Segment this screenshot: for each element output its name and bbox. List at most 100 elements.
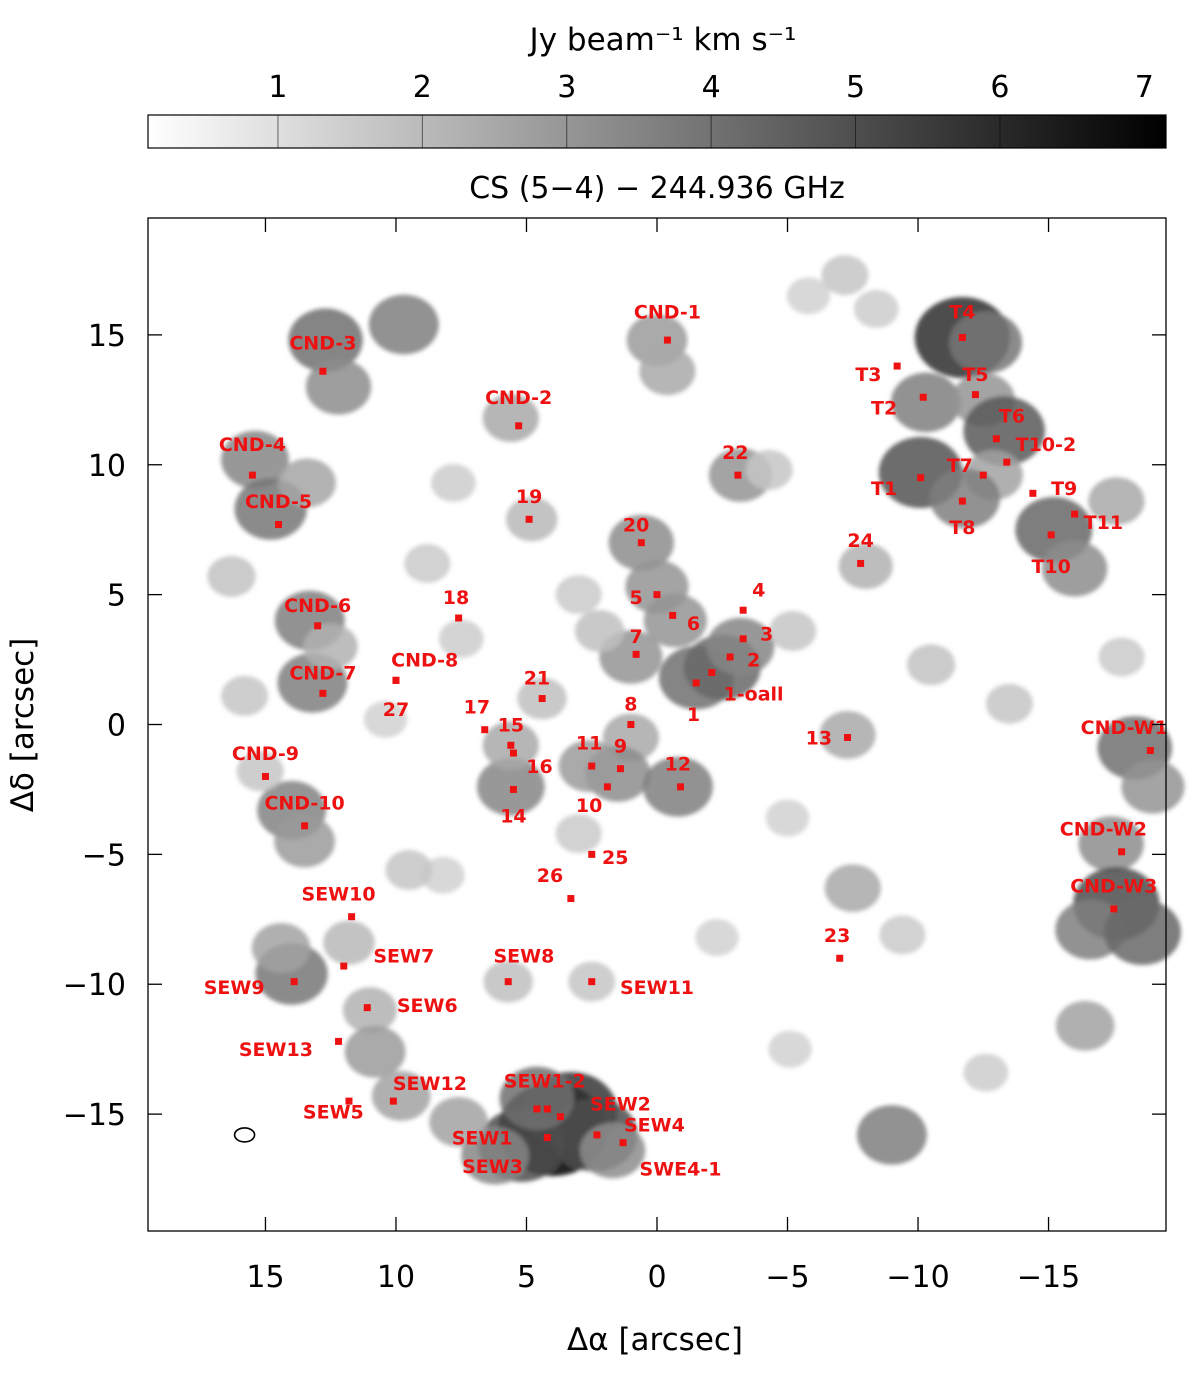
source-marker-cnd-w3 (1110, 905, 1118, 913)
source-marker-sew9 (290, 978, 298, 986)
source-marker-t11 (1071, 510, 1079, 518)
source-marker-27 (392, 676, 400, 684)
y-tick-labels: 15 10 5 0 −5 −10 −15 (63, 319, 126, 1133)
source-marker-19 (525, 515, 533, 523)
emission-blob-77 (765, 799, 810, 837)
source-label-sew1-2: SEW1-2 (504, 1070, 586, 1092)
source-marker-20 (637, 539, 645, 547)
colorbar-tick-label: 3 (557, 70, 576, 105)
source-label-sew4: SEW4 (624, 1115, 685, 1137)
emission-blob-67 (824, 864, 881, 912)
x-tick-label: −15 (1017, 1260, 1080, 1295)
emission-blob-83 (207, 555, 256, 597)
source-label-sew1: SEW1 (452, 1127, 513, 1149)
emission-blob-64 (461, 1126, 530, 1185)
x-tick-label: 15 (246, 1260, 284, 1295)
emission-blob-91 (745, 450, 793, 490)
source-marker-t7 (979, 471, 987, 479)
y-tick-label: 15 (88, 319, 126, 354)
emission-blob-43 (1088, 477, 1145, 525)
source-marker-sew11 (588, 978, 596, 986)
source-label-t5: T5 (962, 364, 988, 386)
source-label-t10: T10 (1031, 556, 1070, 578)
source-marker-t8 (958, 497, 966, 505)
source-marker-sew6 (363, 1004, 371, 1012)
source-marker-cnd-1 (663, 336, 671, 344)
source-label-cnd-9: CND-9 (232, 743, 299, 765)
y-tick-label: 5 (107, 579, 126, 614)
source-label-cnd-3: CND-3 (289, 333, 356, 355)
emission-blob-92 (768, 1030, 812, 1068)
emission-blob-78 (879, 915, 926, 955)
x-tick-label: 0 (647, 1260, 666, 1295)
source-marker-t10-2 (1003, 458, 1011, 466)
emission-blob-70 (404, 544, 451, 583)
source-label-t6: T6 (999, 405, 1025, 427)
source-marker-sew1-2 (543, 1105, 551, 1113)
source-label-cnd-w1: CND-W1 (1081, 717, 1168, 739)
source-marker-16 (509, 749, 517, 757)
source-label-1-oall: 1-oall (724, 683, 784, 705)
source-label-16: 16 (526, 756, 552, 778)
source-marker-3 (739, 635, 747, 643)
emission-blob-46 (1078, 816, 1144, 872)
source-marker-10 (603, 783, 611, 791)
emission-blob-42 (838, 543, 893, 589)
source-marker-1-oall (708, 669, 716, 677)
y-tick-label: −5 (82, 838, 126, 873)
y-axis-label: Δδ [arcsec] (5, 638, 41, 813)
source-label-11: 11 (576, 733, 602, 755)
source-label-t10-2: T10-2 (1016, 434, 1077, 456)
x-tick-label: −10 (886, 1260, 949, 1295)
plot-area: CND-1 CND-2 CND-3 CND-4 CND-5 CND-6 CND-7 CND-8… (63, 217, 1185, 1295)
source-label-t11: T11 (1084, 512, 1123, 534)
source-marker-21 (538, 695, 546, 703)
emission-blob-8 (303, 623, 358, 670)
source-marker-t5 (971, 391, 979, 399)
colorbar-tick-label: 2 (413, 70, 432, 105)
source-marker-t10 (1047, 531, 1055, 539)
emission-blob-2 (368, 294, 439, 355)
source-marker-23 (836, 954, 844, 962)
source-marker-sew2 (556, 1113, 564, 1121)
emission-blob-45 (1121, 760, 1185, 814)
emission-blob-11 (236, 751, 284, 792)
source-label-sew10: SEW10 (302, 883, 376, 905)
source-marker-26 (567, 895, 575, 903)
source-label-sew3: SEW3 (462, 1156, 523, 1178)
emission-blob-80 (695, 919, 739, 956)
source-marker-sew5 (345, 1097, 353, 1105)
emission-blob-33 (949, 311, 1023, 374)
source-label-t8: T8 (949, 517, 975, 539)
source-label-4: 4 (752, 579, 765, 601)
source-marker-sew10 (348, 913, 356, 921)
source-label-t2: T2 (871, 398, 897, 420)
source-marker-24 (857, 559, 865, 567)
source-label-12: 12 (665, 753, 691, 775)
emission-blob-85 (574, 610, 625, 652)
source-label-cnd-6: CND-6 (284, 595, 351, 617)
emission-blob-72 (363, 700, 408, 738)
source-label-sew2: SEW2 (590, 1094, 651, 1116)
source-marker-t3 (893, 362, 901, 370)
emission-blob-66 (856, 1105, 927, 1165)
emission-blob-87 (821, 255, 869, 296)
emission-blob-82 (221, 675, 269, 716)
colorbar-gradient (147, 114, 1167, 149)
source-label-10: 10 (576, 795, 602, 817)
source-marker-25 (588, 850, 596, 858)
beam-ellipse (233, 1127, 256, 1143)
emission-blob-65 (429, 1097, 488, 1147)
source-marker-11 (588, 762, 596, 770)
emission-blob-62 (499, 1066, 575, 1131)
source-label-t4: T4 (949, 302, 975, 324)
source-marker-7 (632, 650, 640, 658)
colorbar-tick-label: 7 (1135, 70, 1154, 105)
emission-blob-89 (555, 814, 602, 854)
source-marker-18 (455, 614, 463, 622)
source-marker-cnd-7 (319, 689, 327, 697)
emission-blob-0 (288, 308, 363, 372)
source-label-20: 20 (623, 514, 649, 536)
y-tick-label: −10 (63, 968, 126, 1003)
source-label-15: 15 (498, 715, 524, 737)
